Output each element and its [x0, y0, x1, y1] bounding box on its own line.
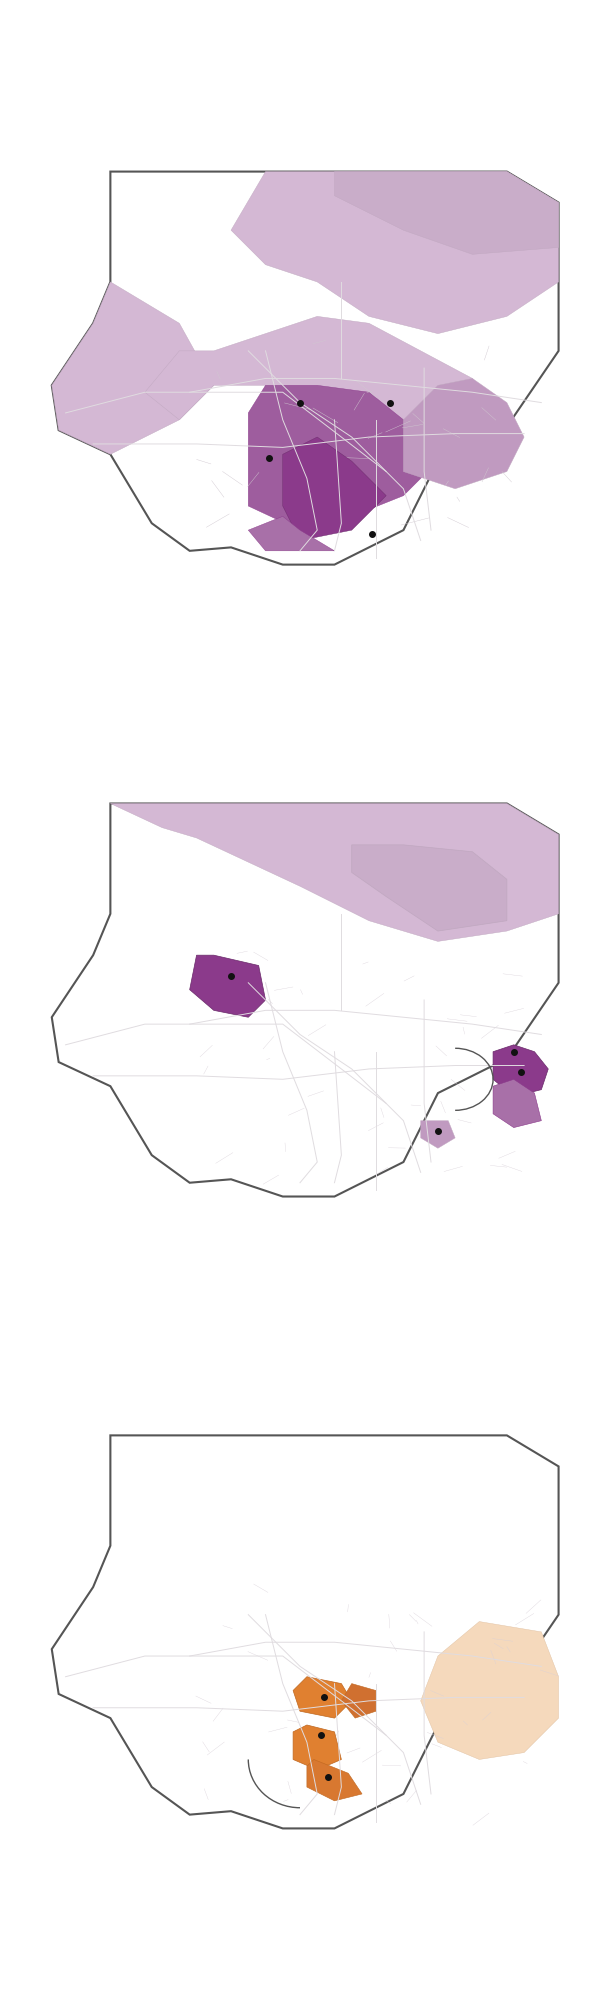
- Polygon shape: [421, 1622, 559, 1760]
- Polygon shape: [52, 1436, 559, 1828]
- Polygon shape: [493, 1044, 548, 1096]
- Polygon shape: [293, 1724, 341, 1770]
- Polygon shape: [145, 316, 507, 462]
- Polygon shape: [52, 804, 559, 1196]
- Polygon shape: [334, 172, 559, 254]
- Polygon shape: [52, 282, 214, 454]
- Polygon shape: [493, 1080, 541, 1128]
- Polygon shape: [283, 438, 386, 540]
- Polygon shape: [421, 1120, 455, 1148]
- Polygon shape: [110, 804, 559, 942]
- Polygon shape: [403, 378, 524, 488]
- Polygon shape: [307, 1760, 362, 1800]
- Polygon shape: [248, 516, 334, 550]
- Polygon shape: [248, 386, 438, 530]
- Polygon shape: [231, 172, 559, 334]
- Polygon shape: [341, 1684, 376, 1718]
- Polygon shape: [190, 956, 266, 1018]
- Polygon shape: [293, 1676, 352, 1718]
- Polygon shape: [352, 844, 507, 932]
- Polygon shape: [52, 172, 559, 564]
